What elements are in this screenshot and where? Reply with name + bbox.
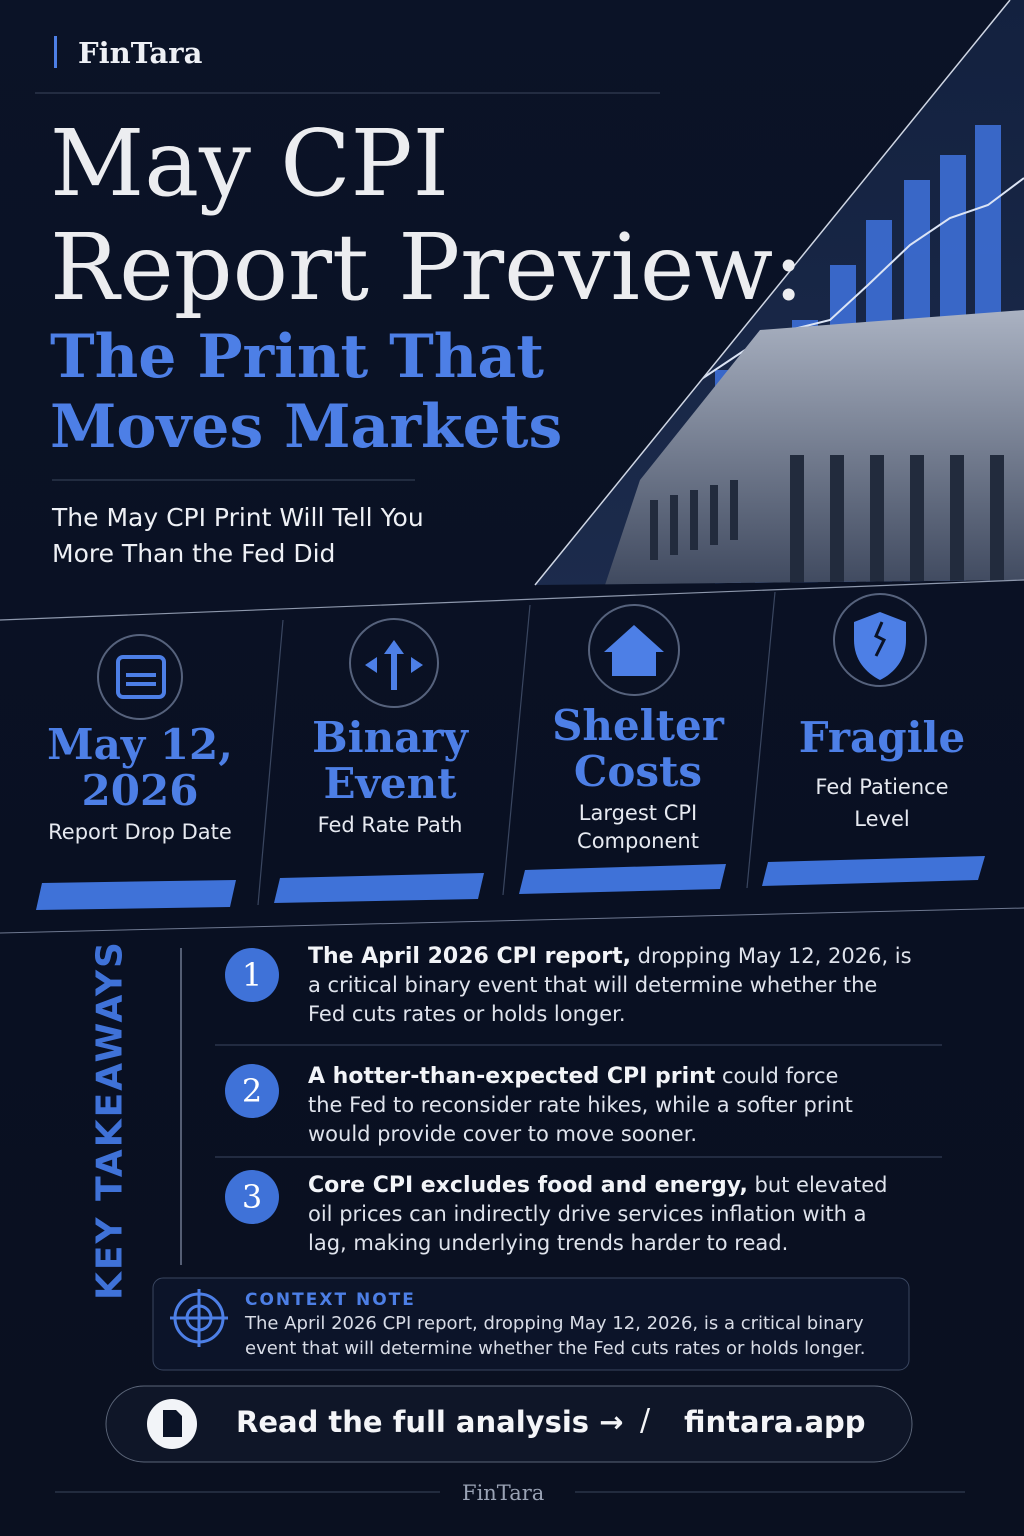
stat-value: 2026 — [81, 766, 199, 815]
stat-value: Event — [323, 759, 457, 808]
stat-value: Costs — [573, 747, 703, 796]
subtitle: More Than the Fed Did — [52, 539, 336, 568]
stat: Binary Event Fed Rate Path — [280, 715, 500, 840]
stat-label: Fed Patience — [815, 775, 949, 799]
takeaway-text: could force the Fed to reconsider rate h… — [308, 1064, 853, 1146]
highlight-title: Moves Markets — [50, 392, 563, 462]
title: May CPI — [50, 110, 449, 217]
takeaway: A hotter-than-expected CPI print could f… — [308, 1062, 868, 1149]
stat-value: Fragile — [798, 713, 966, 762]
item-number: 3 — [225, 1170, 279, 1224]
stat: Fragile Fed Patience Level — [772, 715, 992, 835]
takeaway-text: but elevated oil prices can indirectly d… — [308, 1173, 888, 1255]
item-number: 2 — [225, 1064, 279, 1118]
stat-value: Shelter — [552, 701, 724, 750]
takeaway-lead: Core CPI excludes food and energy, — [308, 1173, 748, 1198]
highlight-title: The Print That — [50, 322, 544, 392]
subtitle: The May CPI Print Will Tell You — [52, 503, 424, 532]
stat-label: Fed Rate Path — [317, 813, 463, 837]
stat-label: Report Drop Date — [48, 820, 232, 844]
stat-value: Binary — [312, 713, 468, 762]
separator: / — [640, 1403, 651, 1438]
stat: May 12, 2026 Report Drop Date — [30, 722, 250, 847]
takeaway: Core CPI excludes food and energy, but e… — [308, 1171, 898, 1258]
cta-button[interactable]: Read the full analysis → — [236, 1405, 624, 1439]
brand: FinTara — [78, 36, 203, 70]
note-text: The April 2026 CPI report, dropping May … — [245, 1313, 866, 1359]
takeaway-text: dropping May 12, 2026, is a critical bin… — [308, 944, 912, 1026]
note-label: CONTEXT NOTE — [245, 1290, 416, 1310]
footer-brand: FinTara — [462, 1481, 545, 1505]
takeaway: The April 2026 CPI report, dropping May … — [308, 942, 918, 1029]
cta-link[interactable]: fintara.app — [684, 1405, 866, 1439]
stat-label: Largest CPI — [578, 801, 698, 825]
takeaway-lead: A hotter-than-expected CPI print — [308, 1064, 716, 1089]
stat: Shelter Costs Largest CPI Component — [528, 703, 748, 855]
item-number: 1 — [225, 948, 279, 1002]
stat-label: Component — [577, 829, 699, 853]
stat-value: May 12, — [47, 720, 233, 769]
title: Report Preview: — [50, 214, 805, 321]
stat-label: Level — [854, 807, 910, 831]
takeaway-lead: The April 2026 CPI report, — [308, 944, 631, 969]
section-heading: KEY TAKEAWAYS — [89, 940, 131, 1300]
